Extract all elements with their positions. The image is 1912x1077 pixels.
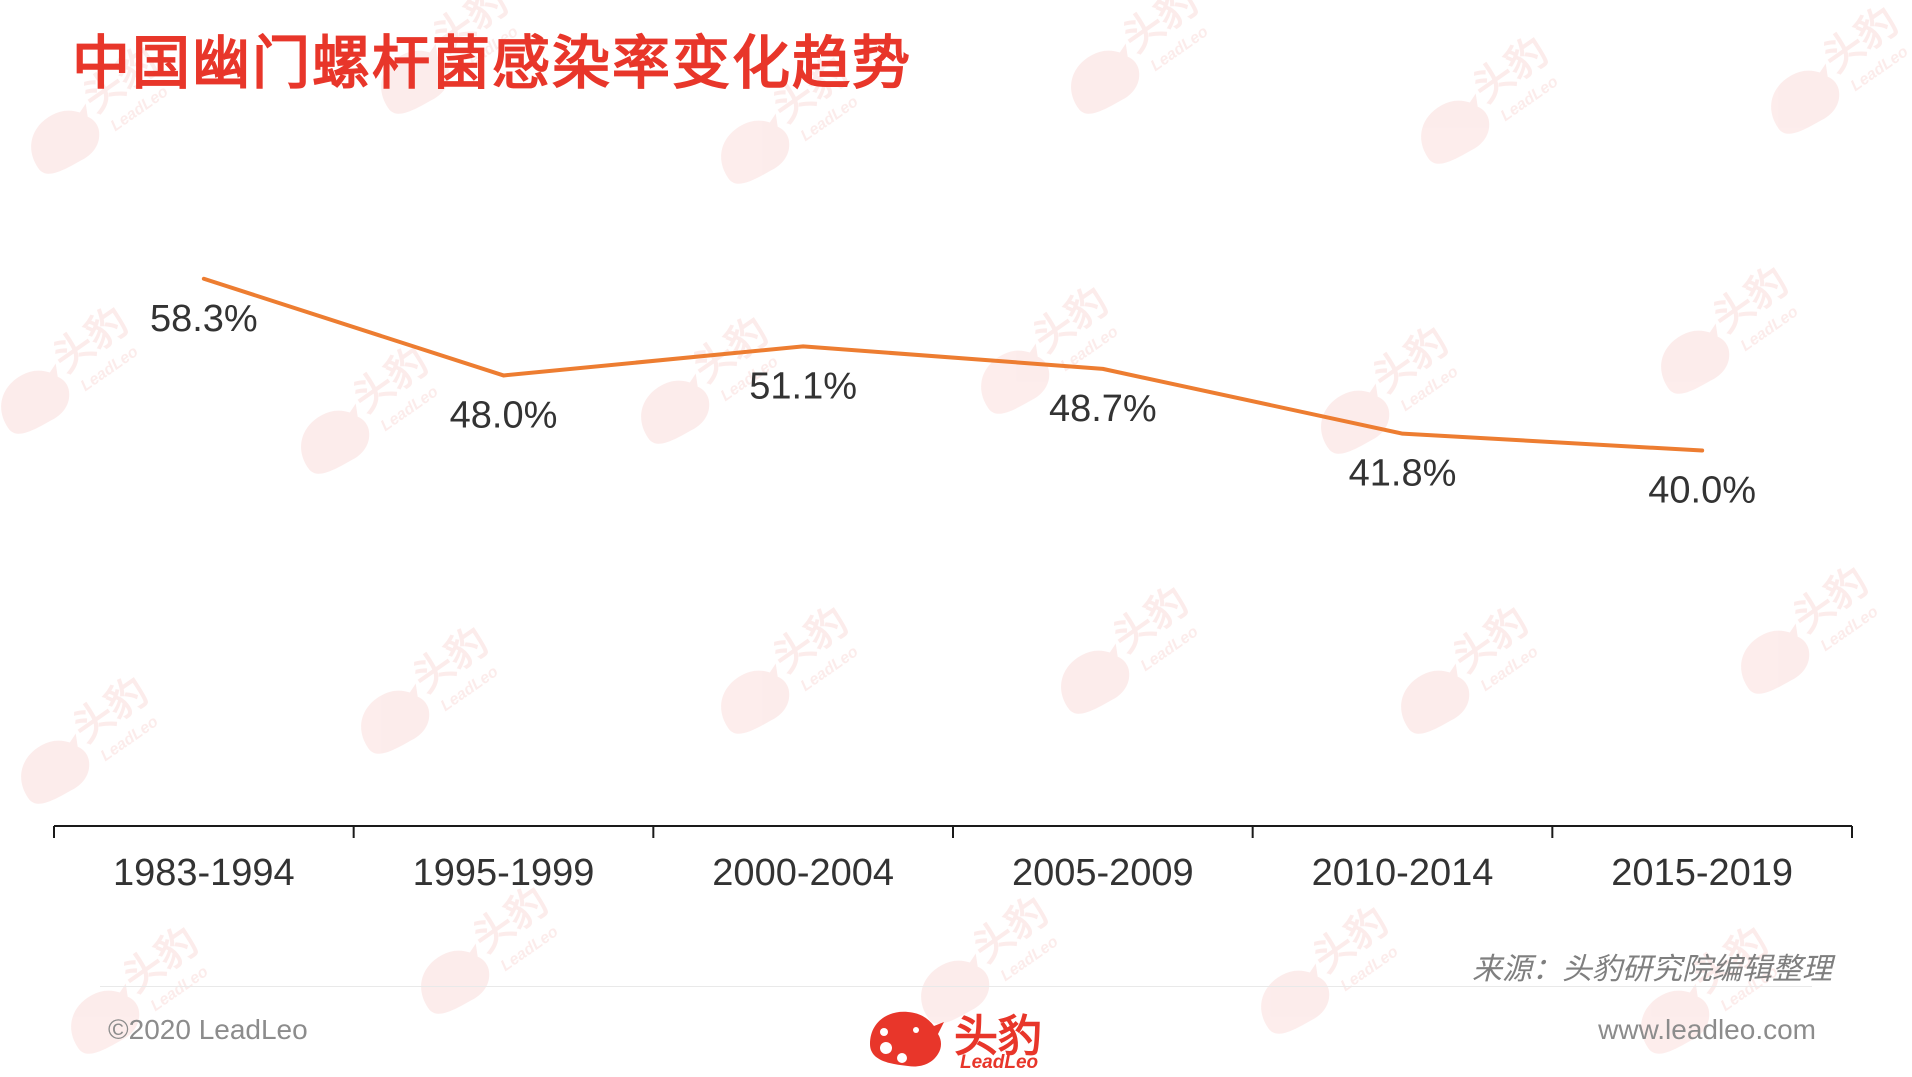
svg-text:LeadLeo: LeadLeo	[148, 963, 212, 1015]
logo-chinese-text: 头豹	[954, 1011, 1042, 1062]
x-tick-label: 2015-2019	[1611, 852, 1793, 894]
data-label: 48.7%	[1049, 388, 1157, 430]
data-label: 40.0%	[1648, 470, 1756, 512]
data-label: 58.3%	[150, 298, 258, 340]
source-note: 来源：头豹研究院编辑整理	[1472, 952, 1832, 987]
x-tick-label: 2000-2004	[712, 852, 894, 894]
x-tick-label: 2010-2014	[1312, 852, 1494, 894]
page-title: 中国幽门螺杆菌感染率变化趋势	[72, 29, 913, 97]
leadleo-logo[interactable]: 头豹 LeadLeo	[864, 1000, 1064, 1074]
website-link[interactable]: www.leadleo.com	[1598, 1014, 1816, 1045]
line-chart: 1983-1994 1995-1999 2000-2004 2005-2009 2010…	[53, 276, 1853, 894]
footer-divider	[100, 986, 1812, 987]
data-label: 51.1%	[749, 365, 857, 407]
x-tick-label: 1983-1994	[113, 852, 295, 894]
data-label: 48.0%	[450, 394, 558, 436]
x-tick-label: 1995-1999	[413, 852, 595, 894]
data-label: 41.8%	[1349, 453, 1457, 495]
x-tick-label: 2005-2009	[1012, 852, 1194, 894]
leopard-head-icon	[870, 1011, 944, 1067]
x-axis-tick-labels: 1983-1994 1995-1999 2000-2004 2005-2009 2010…	[113, 852, 1793, 894]
logo-english-text: LeadLeo	[960, 1052, 1039, 1073]
data-labels: 58.3% 48.0% 51.1% 48.7% 41.8% 40.0%	[150, 298, 1756, 512]
x-axis-ticks	[53, 826, 1853, 838]
series-line	[201, 276, 1705, 453]
copyright-text: ©2020 LeadLeo	[108, 1014, 308, 1045]
